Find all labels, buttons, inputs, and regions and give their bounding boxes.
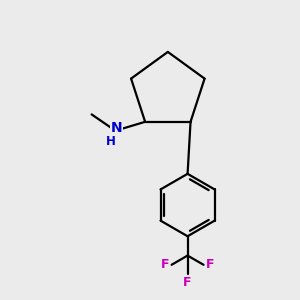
Text: F: F — [161, 258, 169, 271]
Text: F: F — [183, 276, 192, 289]
Text: H: H — [106, 135, 116, 148]
Text: F: F — [206, 258, 214, 271]
Text: N: N — [111, 121, 123, 135]
